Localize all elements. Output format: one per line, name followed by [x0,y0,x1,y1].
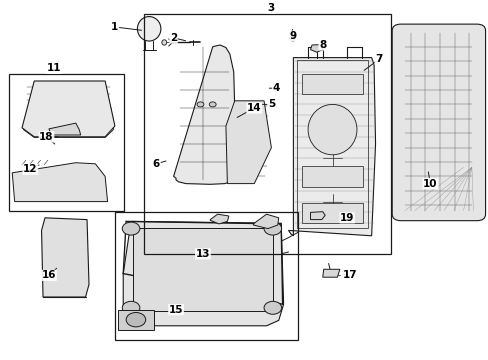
Circle shape [126,312,145,327]
Polygon shape [41,218,89,297]
Polygon shape [22,81,115,137]
Polygon shape [12,163,107,202]
Text: 15: 15 [168,305,183,315]
Text: 10: 10 [422,179,437,189]
Ellipse shape [162,40,166,45]
Text: 2: 2 [170,33,177,43]
Polygon shape [288,58,375,236]
Polygon shape [322,269,339,277]
Text: 14: 14 [246,103,261,113]
Bar [9,74,123,211]
Polygon shape [49,123,81,135]
Circle shape [122,222,140,235]
Bar [115,212,298,340]
Bar [144,14,390,254]
Text: 6: 6 [153,159,160,169]
Text: 12: 12 [23,164,38,174]
Text: 18: 18 [39,132,54,142]
Text: 7: 7 [374,54,382,64]
Text: 19: 19 [339,213,354,223]
Text: 9: 9 [289,31,296,41]
Circle shape [264,222,281,235]
Circle shape [122,301,140,314]
Text: 5: 5 [267,99,274,109]
Circle shape [197,102,203,107]
Text: 11: 11 [46,63,61,73]
Polygon shape [253,214,278,229]
Polygon shape [225,101,271,184]
Text: 1: 1 [111,22,118,32]
Ellipse shape [289,36,294,41]
Bar [118,310,153,330]
Circle shape [209,102,216,107]
Text: 13: 13 [195,249,210,259]
Text: 16: 16 [41,270,56,280]
Polygon shape [310,212,325,220]
Polygon shape [310,45,322,52]
Bar [302,203,362,223]
Bar [302,166,362,187]
Bar [302,74,362,94]
Polygon shape [173,45,234,184]
Polygon shape [123,221,283,326]
Text: 4: 4 [272,83,280,93]
FancyBboxPatch shape [391,24,485,221]
Text: 3: 3 [267,3,274,13]
Polygon shape [210,214,228,224]
Ellipse shape [307,104,356,155]
Text: 17: 17 [342,270,356,280]
Text: 8: 8 [319,40,325,50]
Circle shape [264,301,281,314]
Polygon shape [133,228,272,311]
Ellipse shape [137,17,161,41]
